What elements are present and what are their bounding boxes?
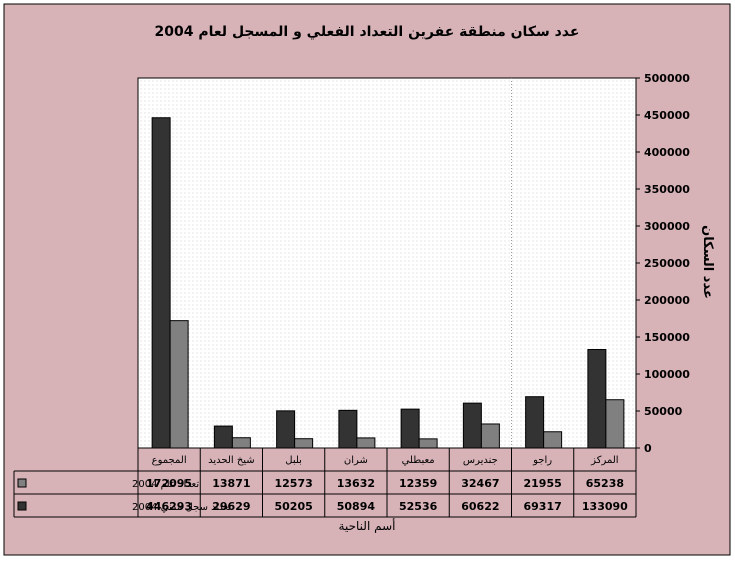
legend-swatch-actual — [17, 478, 27, 488]
category-label: شران — [344, 455, 368, 466]
data-label: 21955 — [523, 477, 561, 490]
y-tick-label: 350000 — [644, 183, 690, 196]
y-tick-label: 500000 — [644, 72, 690, 85]
bar-actual-5 — [480, 423, 500, 449]
data-label: 446293 — [146, 500, 192, 513]
y-axis-title: عدد السكان — [700, 225, 715, 299]
bar-registered-1 — [213, 425, 233, 449]
bar-actual-4 — [418, 438, 438, 449]
plot-area-texture — [138, 78, 636, 448]
data-label: 172095 — [146, 477, 192, 490]
data-label: 50205 — [274, 500, 312, 513]
y-tick-label: 100000 — [644, 368, 690, 381]
data-label: 32467 — [461, 477, 499, 490]
bar-group — [151, 117, 625, 449]
data-label: 133090 — [582, 500, 628, 513]
data-label: 60622 — [461, 500, 499, 513]
data-label: 69317 — [523, 500, 561, 513]
data-label: 50894 — [337, 500, 376, 513]
y-tick-label: 150000 — [644, 331, 690, 344]
data-label: 29629 — [212, 500, 250, 513]
bar-registered-7 — [587, 349, 607, 449]
data-label: 13632 — [337, 477, 375, 490]
y-tick-label: 400000 — [644, 146, 690, 159]
bar-registered-6 — [525, 396, 545, 449]
data-table: المجموع شيخ الحديد بلبل شران معبطلي جنديرس راج… — [13, 447, 637, 518]
y-tick-label: 450000 — [644, 109, 690, 122]
bar-actual-0 — [169, 320, 189, 449]
category-label: راجو — [532, 455, 552, 466]
data-label: 12573 — [274, 477, 312, 490]
bar-registered-0 — [151, 117, 171, 449]
y-axis-ticks: 0 50000 100000 150000 200000 250000 300000 3500… — [636, 72, 690, 455]
legend-swatch-registered — [17, 501, 27, 511]
bar-registered-4 — [400, 408, 420, 449]
data-label: 13871 — [212, 477, 250, 490]
category-label: المجموع — [152, 455, 187, 466]
category-label: بلبل — [285, 455, 302, 466]
x-axis-title: أسم الناحية — [339, 518, 396, 533]
bar-registered-5 — [462, 402, 482, 449]
y-tick-label: 200000 — [644, 294, 690, 307]
y-tick-label: 50000 — [644, 405, 683, 418]
data-label: 65238 — [586, 477, 624, 490]
category-label: معبطلي — [402, 455, 435, 466]
data-label: 12359 — [399, 477, 437, 490]
bar-actual-7 — [605, 399, 625, 449]
bar-actual-2 — [294, 438, 314, 449]
bar-actual-1 — [231, 437, 251, 449]
legend-label-registered: تعداد سجل مدني 2004 — [132, 502, 231, 513]
chart-title: عدد سكان منطقة عفرين التعداد الفعلي و ال… — [155, 24, 580, 40]
category-label: شيخ الحديد — [208, 455, 255, 466]
category-label: جنديرس — [463, 455, 498, 466]
bar-actual-3 — [356, 437, 376, 449]
legend-label-actual: تعداد عام 2004 — [132, 479, 199, 490]
bar-registered-2 — [276, 410, 296, 449]
bar-actual-6 — [543, 431, 563, 449]
bar-registered-3 — [338, 409, 358, 449]
y-tick-label: 300000 — [644, 220, 690, 233]
data-label: 52536 — [399, 500, 438, 513]
category-label: المركز — [590, 455, 618, 466]
y-tick-label: 250000 — [644, 257, 690, 270]
y-tick-label: 0 — [644, 442, 652, 455]
